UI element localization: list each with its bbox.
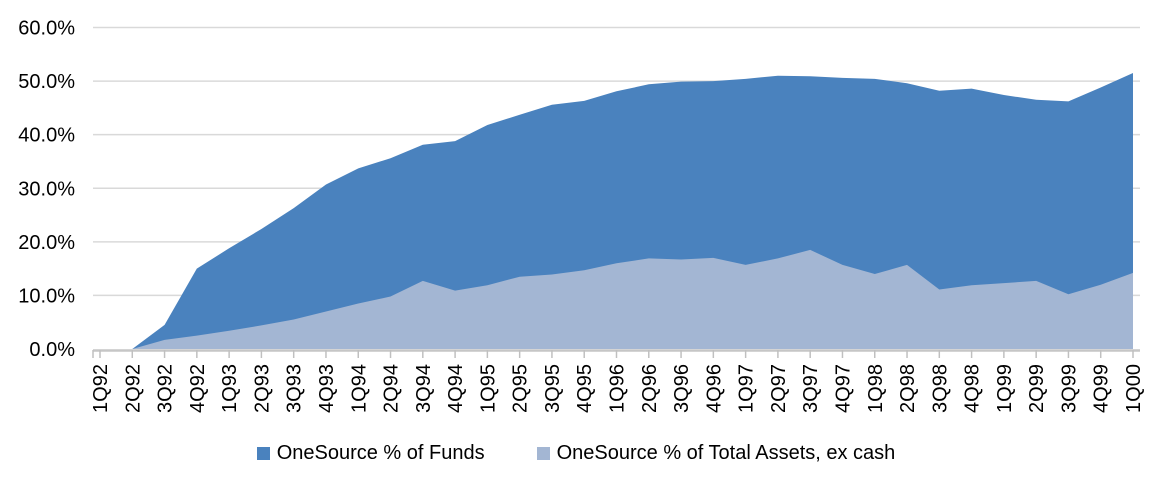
x-axis-label: 4Q99 [1091,364,1113,413]
x-axis-label: 1Q93 [219,364,241,413]
x-axis-label: 3Q99 [1058,364,1080,413]
x-axis-label: 3Q93 [284,364,306,413]
x-axis-label: 3Q98 [929,364,951,413]
x-axis-label: 1Q99 [994,364,1016,413]
x-axis-label: 1Q97 [736,364,758,413]
x-axis-label: 2Q95 [510,364,532,413]
x-axis-label: 3Q94 [413,364,435,413]
x-axis-label: 4Q98 [962,364,984,413]
x-axis-label: 1Q94 [348,364,370,413]
y-axis-label: 50.0% [18,71,75,93]
x-axis-label: 4Q97 [832,364,854,413]
legend-label-funds: OneSource % of Funds [276,442,485,464]
x-axis-label: 3Q92 [155,364,177,413]
x-axis-label: 1Q96 [607,364,629,413]
x-axis-label: 3Q97 [800,364,822,413]
x-axis-label: 4Q95 [574,364,596,413]
x-axis-label: 1Q00 [1123,364,1145,413]
x-axis-label: 2Q97 [768,364,790,413]
area-onesource-pct-of-total-assets [100,249,1133,349]
x-axis-label: 2Q96 [639,364,661,413]
chart-legend: OneSource % of Funds OneSource % of Tota… [0,442,1152,465]
legend-swatch-funds [256,447,270,460]
y-axis-label: 20.0% [18,232,75,254]
x-axis-label: 4Q93 [316,364,338,413]
x-axis-label: 1Q98 [865,364,887,413]
y-axis-label: 10.0% [18,285,75,307]
x-axis-label: 3Q96 [671,364,693,413]
x-axis-label: 2Q92 [122,364,144,413]
x-axis-label: 3Q95 [542,364,564,413]
x-axis-label: 2Q99 [1026,364,1048,413]
y-axis-label: 30.0% [18,178,75,200]
legend-item-funds: OneSource % of Funds [256,442,485,465]
y-axis-label: 0.0% [29,339,75,361]
legend-label-assets: OneSource % of Total Assets, ex cash [556,442,896,464]
x-axis-label: 2Q94 [381,364,403,413]
x-axis-label: 2Q93 [251,364,273,413]
x-axis-label: 1Q92 [90,364,112,413]
x-axis-label: 2Q98 [897,364,919,413]
y-axis-label: 40.0% [18,125,75,147]
x-axis-label: 4Q92 [187,364,209,413]
x-axis-label: 4Q94 [445,364,467,413]
x-axis-label: 1Q95 [477,364,499,413]
x-axis-label: 4Q96 [703,364,725,413]
legend-item-assets: OneSource % of Total Assets, ex cash [536,442,896,465]
legend-swatch-assets [536,447,550,460]
y-axis-label: 60.0% [18,18,75,40]
